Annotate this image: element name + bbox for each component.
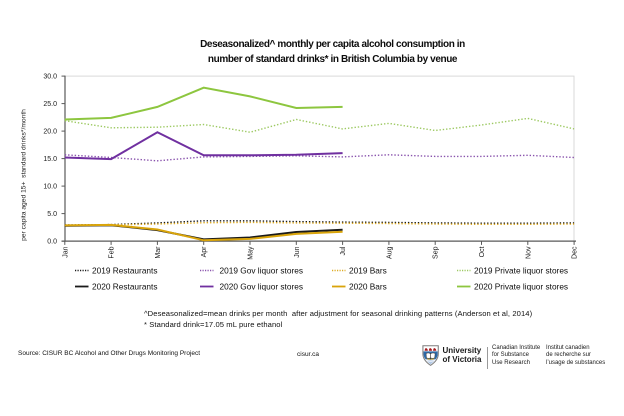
svg-text:2020 Gov liquor stores: 2020 Gov liquor stores bbox=[220, 282, 303, 292]
svg-text:15.0: 15.0 bbox=[43, 156, 57, 163]
svg-text:Jul: Jul bbox=[340, 246, 347, 255]
svg-text:May: May bbox=[248, 246, 255, 260]
svg-text:Dec: Dec bbox=[572, 246, 579, 259]
svg-text:Jan: Jan bbox=[62, 246, 69, 257]
svg-text:10.0: 10.0 bbox=[43, 184, 57, 191]
svg-text:per capita aged 15+ standard: per capita aged 15+ standard drinks*/mon… bbox=[21, 109, 28, 241]
svg-text:Oct: Oct bbox=[479, 246, 486, 257]
svg-text:5.0: 5.0 bbox=[47, 211, 57, 218]
svg-text:30.0: 30.0 bbox=[43, 74, 57, 81]
svg-text:Feb: Feb bbox=[109, 246, 116, 258]
svg-text:25.0: 25.0 bbox=[43, 101, 57, 108]
svg-text:Sep: Sep bbox=[433, 246, 440, 259]
svg-text:Jun: Jun bbox=[294, 246, 301, 257]
svg-text:0.0: 0.0 bbox=[47, 239, 57, 246]
svg-text:2020 Bars: 2020 Bars bbox=[349, 282, 387, 292]
svg-text:Mar: Mar bbox=[155, 246, 162, 259]
svg-text:Aug: Aug bbox=[386, 246, 393, 259]
svg-text:20.0: 20.0 bbox=[43, 129, 57, 136]
svg-text:2019 Restaurants: 2019 Restaurants bbox=[92, 266, 158, 276]
svg-text:2020 Private liquor stores: 2020 Private liquor stores bbox=[474, 282, 568, 292]
svg-text:2020 Restaurants: 2020 Restaurants bbox=[92, 282, 158, 292]
svg-text:2019 Bars: 2019 Bars bbox=[349, 266, 387, 276]
svg-text:Nov: Nov bbox=[525, 246, 532, 259]
svg-text:Apr: Apr bbox=[201, 246, 208, 258]
svg-text:2019 Private liquor stores: 2019 Private liquor stores bbox=[474, 266, 568, 276]
svg-text:2019 Gov liquor stores: 2019 Gov liquor stores bbox=[220, 266, 303, 276]
